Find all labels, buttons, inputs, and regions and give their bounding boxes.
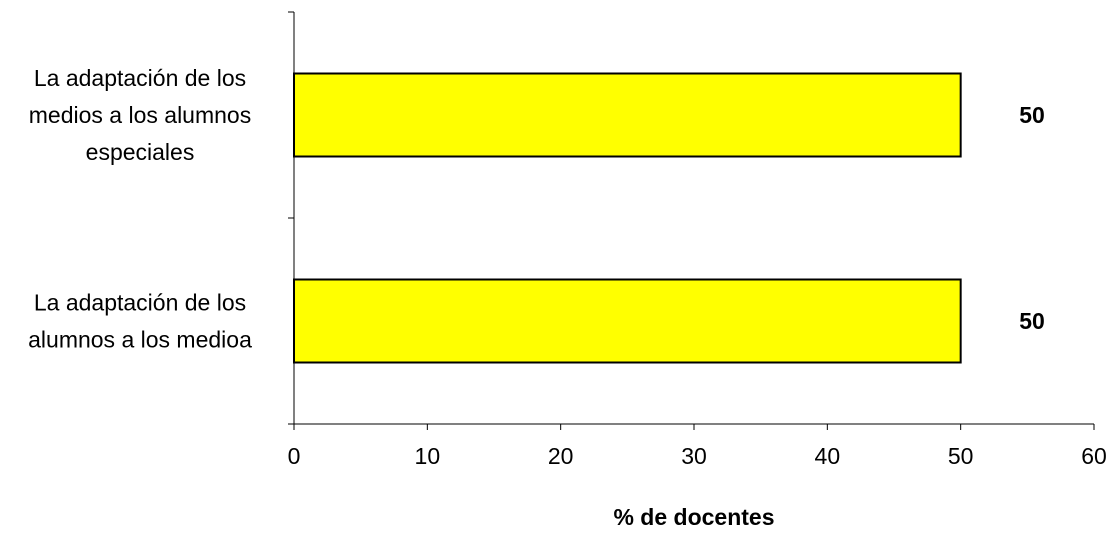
category-label-line: alumnos a los medioa <box>28 327 252 353</box>
data-label: 50 <box>1019 102 1045 128</box>
x-tick-label: 60 <box>1081 443 1107 469</box>
x-tick-label: 50 <box>948 443 974 469</box>
x-axis-title: % de docentes <box>613 504 774 530</box>
labels: 50 La adaptación de los medios a los alumn… <box>28 65 1045 353</box>
x-tick-label: 30 <box>681 443 707 469</box>
x-tick-label: 40 <box>815 443 841 469</box>
x-tick-label: 10 <box>415 443 441 469</box>
category-label-line: La adaptación de los <box>34 290 246 316</box>
category-label-line: La adaptación de los <box>34 65 246 91</box>
category-label: La adaptación de los alumnos a los medioa <box>28 290 252 353</box>
axes: 0 10 20 30 40 50 60 <box>288 11 1107 469</box>
category-label-line: medios a los alumnos <box>29 102 251 128</box>
bar <box>293 72 962 158</box>
category-label: La adaptación de los medios a los alumnos… <box>29 65 251 165</box>
category-label-line: especiales <box>86 139 195 165</box>
data-label: 50 <box>1019 308 1045 334</box>
bar <box>293 278 962 364</box>
x-tick-label: 0 <box>288 443 301 469</box>
bars <box>293 72 962 364</box>
x-tick-label: 20 <box>548 443 574 469</box>
